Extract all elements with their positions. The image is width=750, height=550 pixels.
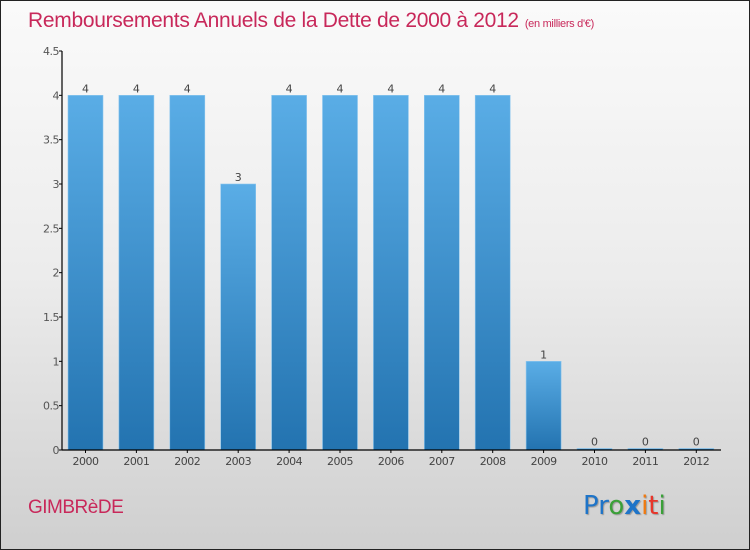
y-tick-label: 2 — [53, 267, 60, 280]
x-tick-label-2001: 2001 — [123, 455, 149, 468]
logo-letter: x — [624, 491, 642, 521]
bar-2005 — [322, 95, 358, 451]
bar-2007 — [423, 95, 460, 451]
data-label-2005: 4 — [337, 82, 344, 95]
x-tick-label-2011: 2011 — [632, 455, 658, 468]
x-tick-label-2007: 2007 — [429, 455, 455, 468]
logo-letter: i — [658, 491, 666, 521]
proxiti-logo[interactable]: Proxiti — [583, 491, 666, 521]
data-label-2010: 0 — [591, 436, 598, 449]
data-label-2012: 0 — [693, 436, 700, 449]
y-tick-label: 3 — [53, 178, 60, 191]
x-tick-label-2009: 2009 — [531, 455, 557, 468]
bar-2002 — [169, 95, 206, 451]
bar-2004 — [271, 95, 307, 451]
logo-letter: t — [648, 491, 659, 521]
chart-subtitle: (en milliers d'€) — [524, 18, 594, 30]
bar-2006 — [373, 95, 409, 451]
x-tick-label-2000: 2000 — [73, 455, 99, 468]
logo-letter: r — [598, 491, 609, 521]
data-label-2009: 1 — [540, 348, 547, 361]
bars-group: 4 4 4 3 4 4 4 4 4 1 0 0 0 — [67, 82, 715, 451]
y-tick-label: 1 — [53, 355, 60, 368]
data-label-2007: 4 — [438, 82, 445, 95]
y-tick-label: 2.5 — [43, 222, 59, 235]
y-tick-label: 4 — [53, 89, 60, 102]
data-label-2001: 4 — [133, 82, 140, 95]
bar-2000 — [67, 95, 104, 451]
commune-name: GIMBRèDE — [28, 497, 124, 518]
x-tick-label-2003: 2003 — [225, 455, 251, 468]
x-tick-label-2006: 2006 — [378, 455, 404, 468]
chart-title: Remboursements Annuels de la Dette de 20… — [28, 9, 594, 33]
y-tick-label: 1.5 — [43, 311, 59, 324]
data-label-2000: 4 — [82, 82, 89, 95]
bar-2009 — [525, 361, 562, 451]
x-tick-label-2012: 2012 — [683, 455, 709, 468]
bar-2008 — [474, 95, 511, 451]
x-tick-label-2005: 2005 — [327, 455, 353, 468]
x-tick-label-2004: 2004 — [276, 455, 302, 468]
axes-group: 2000 2001 2002 2003 2004 2005 2006 2007 2008 2009… — [43, 45, 721, 468]
data-label-2008: 4 — [489, 82, 496, 95]
y-tick-label: 0.5 — [43, 400, 59, 413]
x-tick-label-2008: 2008 — [480, 455, 506, 468]
x-tick-label-2010: 2010 — [582, 455, 608, 468]
data-label-2003: 3 — [235, 171, 242, 184]
title-text: Remboursements Annuels de la Dette de 20… — [28, 9, 519, 32]
data-label-2002: 4 — [184, 82, 191, 95]
data-label-2011: 0 — [642, 436, 649, 449]
logo-letter: o — [608, 491, 625, 521]
y-tick-label: 3.5 — [43, 134, 59, 147]
logo-letter: P — [583, 491, 599, 521]
data-label-2004: 4 — [286, 82, 293, 95]
logo-letter: i — [641, 491, 649, 521]
x-tick-label-2002: 2002 — [174, 455, 200, 468]
bar-2001 — [118, 95, 155, 451]
y-tick-label: 4.5 — [43, 45, 59, 58]
bar-2003 — [220, 183, 256, 451]
data-label-2006: 4 — [387, 82, 394, 95]
y-tick-label: 0 — [53, 444, 60, 457]
